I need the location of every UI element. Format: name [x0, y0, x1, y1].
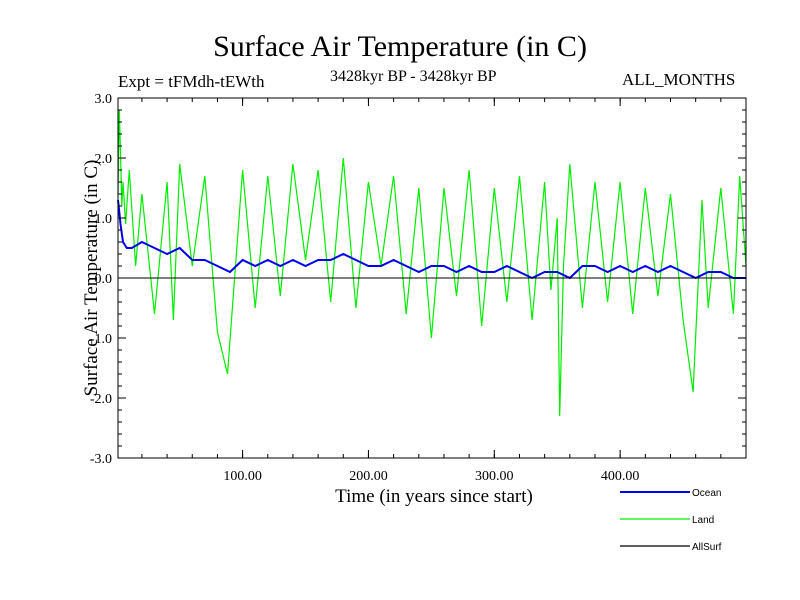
months-label: ALL_MONTHS	[622, 70, 736, 89]
legend-label-allsurf: AllSurf	[692, 542, 722, 553]
x-tick-label: 400.00	[601, 469, 640, 484]
y-tick-label: 1.0	[95, 212, 113, 227]
y-tick-label: 3.0	[95, 92, 113, 107]
legend-label-ocean: Ocean	[692, 488, 721, 499]
x-axis-title: Time (in years since start)	[335, 486, 533, 507]
legend: Ocean Land AllSurf	[620, 488, 722, 553]
plot-axes: 3.0 2.0 1.0 0.0 -1.0 -2.0 -3.0 100.00 200.00 300.…	[90, 92, 747, 484]
y-tick-label: -2.0	[90, 392, 112, 407]
y-tick-label: -1.0	[90, 332, 112, 347]
y-tick-label: 2.0	[95, 152, 113, 167]
legend-label-land: Land	[692, 515, 714, 526]
series-line-land	[117, 109, 747, 417]
x-tick-label: 300.00	[475, 469, 514, 484]
series-line-ocean	[117, 199, 746, 280]
x-tick-label: 100.00	[223, 469, 262, 484]
y-tick-label: -3.0	[90, 452, 112, 467]
experiment-label: Expt = tFMdh-tEWth	[118, 72, 265, 91]
x-tick-label: 200.00	[349, 469, 388, 484]
period-label: 3428kyr BP - 3428kyr BP	[330, 68, 497, 85]
chart-title: Surface Air Temperature (in C)	[213, 30, 587, 63]
plot-series-group	[117, 109, 747, 417]
y-tick-label: 0.0	[95, 272, 113, 287]
